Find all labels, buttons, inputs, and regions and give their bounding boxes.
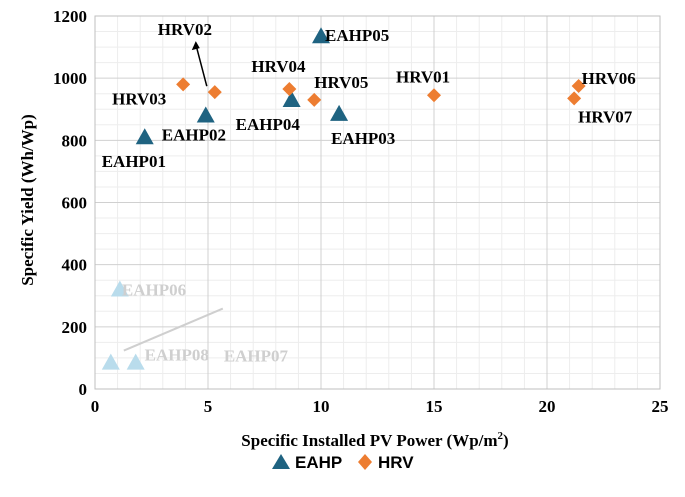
y-tick-label: 600 bbox=[62, 194, 88, 213]
point-eahp06 bbox=[110, 280, 129, 297]
labels-layer: EAHP01 EAHP02 EAHP03 EAHP04 EAHP05 EAHP06 EAHP… bbox=[102, 20, 636, 365]
x-tick-label: 25 bbox=[652, 397, 669, 416]
y-tick-label: 200 bbox=[62, 318, 88, 337]
data-label-eahp01: EAHP01 bbox=[102, 152, 166, 171]
point-eahp08 bbox=[126, 353, 145, 370]
y-tick-label: 1000 bbox=[53, 69, 87, 88]
point-eahp01 bbox=[135, 128, 154, 145]
point-hrv04 bbox=[282, 82, 297, 97]
data-label-hrv06: HRV06 bbox=[582, 69, 636, 88]
point-hrv06 bbox=[571, 78, 586, 93]
point-eahp03 bbox=[330, 104, 349, 121]
y-axis-title: Specific Yield (Wh/Wp) bbox=[18, 114, 37, 286]
data-label-eahp06: EAHP06 bbox=[122, 281, 186, 300]
legend-marker-eahp bbox=[272, 454, 290, 469]
data-label-eahp05: EAHP05 bbox=[325, 26, 389, 45]
marks-layer bbox=[101, 27, 586, 370]
legend: EAHP HRV bbox=[272, 453, 414, 472]
point-hrv01 bbox=[427, 88, 441, 103]
x-tick-label: 15 bbox=[426, 397, 443, 416]
y-tick-label: 0 bbox=[79, 380, 88, 399]
point-eahp07 bbox=[101, 353, 120, 370]
point-eahp02 bbox=[196, 106, 215, 123]
hrv02-leader-line bbox=[195, 43, 208, 87]
axes-layer: 0 5 10 15 20 25 0 200 400 600 800 1000 1200 bbox=[53, 7, 669, 416]
leader-layer bbox=[123, 41, 224, 352]
y-tick-label: 800 bbox=[62, 131, 88, 150]
data-label-hrv02: HRV02 bbox=[158, 20, 212, 39]
x-axis-title-main: Specific Installed PV Power (Wp/m bbox=[241, 431, 497, 450]
data-label-eahp07: EAHP07 bbox=[224, 347, 289, 366]
data-label-hrv05: HRV05 bbox=[314, 73, 368, 92]
point-hrv07 bbox=[567, 91, 582, 106]
x-tick-label: 10 bbox=[313, 397, 330, 416]
y-tick-label: 1200 bbox=[53, 7, 87, 26]
legend-marker-hrv bbox=[358, 454, 372, 470]
data-label-hrv04: HRV04 bbox=[251, 57, 306, 76]
legend-label-hrv: HRV bbox=[378, 453, 414, 472]
data-label-eahp08: EAHP08 bbox=[145, 346, 209, 365]
x-tick-label: 0 bbox=[91, 397, 100, 416]
hrv02-leader-arrowhead bbox=[191, 41, 200, 51]
plot-border bbox=[94, 15, 661, 390]
data-label-eahp04: EAHP04 bbox=[236, 115, 301, 134]
x-axis-title-end: ) bbox=[503, 431, 509, 450]
point-hrv03 bbox=[176, 77, 191, 92]
data-label-hrv03: HRV03 bbox=[112, 89, 166, 108]
y-tick-label: 400 bbox=[62, 256, 88, 275]
point-eahp04 bbox=[282, 90, 301, 107]
x-tick-label: 5 bbox=[204, 397, 213, 416]
data-label-hrv07: HRV07 bbox=[578, 107, 633, 126]
grid-layer bbox=[95, 16, 660, 389]
point-eahp05 bbox=[312, 27, 330, 44]
x-axis-title-sup: 2 bbox=[498, 430, 504, 442]
data-label-hrv01: HRV01 bbox=[396, 67, 450, 86]
point-hrv05 bbox=[307, 92, 322, 107]
eahp07-leader-line bbox=[123, 307, 224, 352]
x-tick-label: 20 bbox=[539, 397, 556, 416]
data-label-eahp03: EAHP03 bbox=[331, 129, 395, 148]
point-hrv02 bbox=[207, 85, 222, 100]
x-axis-title: Specific Installed PV Power (Wp/m2) bbox=[241, 430, 508, 450]
data-label-eahp02: EAHP02 bbox=[162, 125, 226, 144]
legend-label-eahp: EAHP bbox=[295, 453, 342, 472]
